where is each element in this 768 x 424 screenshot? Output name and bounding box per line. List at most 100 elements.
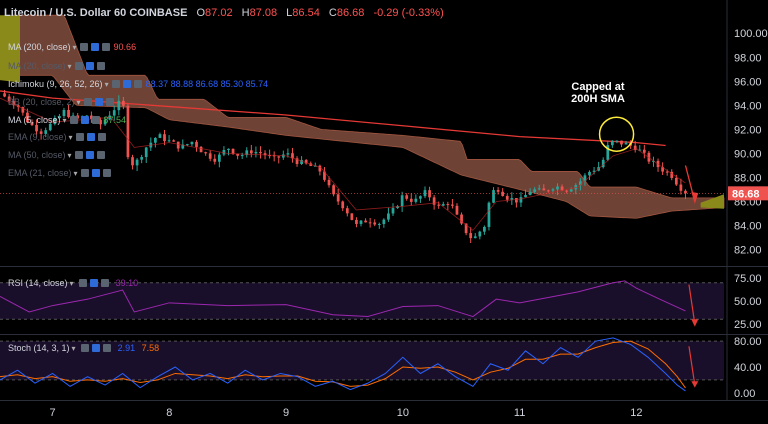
- candle-body: [268, 155, 271, 157]
- close-icon[interactable]: [102, 169, 111, 177]
- indicator-legend[interactable]: BB (20, close, 2) ▾: [8, 97, 114, 107]
- candle-body: [368, 222, 372, 224]
- candle-body: [528, 191, 532, 196]
- candle-body: [240, 155, 244, 157]
- settings-icon[interactable]: [91, 169, 100, 177]
- candle-body: [263, 153, 267, 156]
- eye-icon[interactable]: [83, 98, 92, 106]
- close-icon[interactable]: [133, 80, 142, 88]
- eye-icon[interactable]: [79, 43, 88, 51]
- stoch-arrow-icon: [688, 346, 696, 386]
- candle-body: [259, 152, 262, 154]
- chevron-down-icon[interactable]: ▾: [68, 133, 73, 142]
- candle-body: [460, 214, 463, 224]
- indicator-value: 87.54: [103, 115, 127, 125]
- stoch-band: [0, 341, 724, 380]
- candle-body: [185, 144, 189, 146]
- candle-body: [469, 233, 473, 239]
- close-icon[interactable]: [103, 344, 112, 352]
- candle-body: [112, 110, 116, 116]
- stoch-d-value: 7.58: [141, 343, 160, 353]
- candle-body: [601, 159, 605, 168]
- candle-body: [364, 220, 367, 223]
- chevron-down-icon[interactable]: ▾: [62, 116, 67, 125]
- settings-icon[interactable]: [86, 133, 95, 141]
- candle-body: [583, 175, 587, 182]
- eye-icon[interactable]: [79, 279, 88, 287]
- settings-icon[interactable]: [85, 62, 94, 70]
- chevron-down-icon[interactable]: ▾: [76, 98, 81, 107]
- candle-body: [227, 148, 230, 151]
- close-icon[interactable]: [96, 151, 105, 159]
- indicator-legend[interactable]: EMA (9, close) ▾: [8, 132, 106, 142]
- interval-label[interactable]: 60: [114, 7, 127, 19]
- rsi-tick-label: 75.00: [734, 273, 762, 285]
- candle-body: [615, 140, 619, 142]
- indicator-legend[interactable]: MA (20, close) ▾: [8, 61, 105, 71]
- time-tick-label: 10: [397, 407, 409, 419]
- close-icon[interactable]: [96, 62, 105, 70]
- price-tick-label: 98.00: [734, 52, 762, 64]
- indicator-legend[interactable]: MA (50, close) ▾: [8, 150, 105, 160]
- close-icon[interactable]: [101, 279, 110, 287]
- candle-body: [670, 171, 674, 178]
- close-icon[interactable]: [91, 116, 100, 124]
- eye-icon[interactable]: [111, 80, 120, 88]
- indicator-legend[interactable]: MA (5, close) ▾ 87.54: [8, 115, 126, 125]
- eye-icon[interactable]: [69, 116, 78, 124]
- stoch-arrow-head: [691, 381, 699, 388]
- candle-body: [501, 191, 505, 196]
- candle-body: [565, 190, 569, 192]
- candle-body: [172, 140, 176, 142]
- eye-icon[interactable]: [74, 62, 83, 70]
- settings-icon[interactable]: [85, 151, 94, 159]
- candle-body: [204, 152, 208, 154]
- candle-body: [135, 159, 139, 166]
- candle-body: [277, 156, 281, 158]
- settings-icon[interactable]: [90, 43, 99, 51]
- open-value: 87.02: [205, 7, 233, 19]
- indicator-legend[interactable]: Ichimoku (9, 26, 52, 26) ▾ 88.37 88.88 86.…: [8, 79, 268, 89]
- candle-body: [103, 119, 107, 125]
- candle-body: [291, 153, 294, 159]
- settings-icon[interactable]: [92, 344, 101, 352]
- candle-body: [638, 149, 642, 151]
- settings-icon[interactable]: [122, 80, 131, 88]
- settings-icon[interactable]: [80, 116, 89, 124]
- eye-icon[interactable]: [81, 344, 90, 352]
- stoch-legend[interactable]: Stoch (14, 3, 1) ▾ 2.91 7.58: [8, 343, 160, 353]
- eye-icon[interactable]: [80, 169, 89, 177]
- candle-body: [208, 153, 212, 159]
- settings-icon[interactable]: [94, 98, 103, 106]
- annotation-capped: Capped at 200H SMA: [571, 81, 625, 105]
- close-icon[interactable]: [97, 133, 106, 141]
- eye-icon[interactable]: [75, 133, 84, 141]
- chevron-down-icon[interactable]: ▾: [104, 80, 109, 89]
- candle-body: [464, 223, 468, 234]
- chart-header: Litecoin / U.S. Dollar 60 COINBASE O87.0…: [4, 7, 444, 19]
- candle-body: [190, 141, 194, 145]
- rsi-legend[interactable]: RSI (14, close) ▾ 39.10: [8, 278, 139, 288]
- close-value: 86.68: [336, 7, 365, 19]
- eye-icon[interactable]: [74, 151, 83, 159]
- candle-body: [560, 186, 564, 191]
- candle-body: [473, 236, 477, 239]
- symbol-title[interactable]: Litecoin / U.S. Dollar: [4, 7, 111, 19]
- chevron-down-icon[interactable]: ▾: [67, 151, 72, 160]
- chevron-down-icon[interactable]: ▾: [72, 43, 77, 52]
- candle-body: [578, 181, 582, 186]
- candle-body: [592, 170, 596, 172]
- settings-icon[interactable]: [90, 279, 99, 287]
- indicator-legend[interactable]: MA (200, close) ▾ 90.66: [8, 42, 136, 52]
- candle-body: [30, 122, 34, 126]
- close-icon[interactable]: [101, 43, 110, 51]
- candle-body: [437, 204, 441, 206]
- candle-body: [332, 185, 335, 195]
- candle-body: [131, 157, 134, 166]
- candle-body: [387, 213, 390, 220]
- chevron-down-icon[interactable]: ▾: [67, 62, 72, 71]
- indicator-legend[interactable]: EMA (21, close) ▾: [8, 168, 111, 178]
- close-icon[interactable]: [105, 98, 114, 106]
- chevron-down-icon[interactable]: ▾: [73, 169, 78, 178]
